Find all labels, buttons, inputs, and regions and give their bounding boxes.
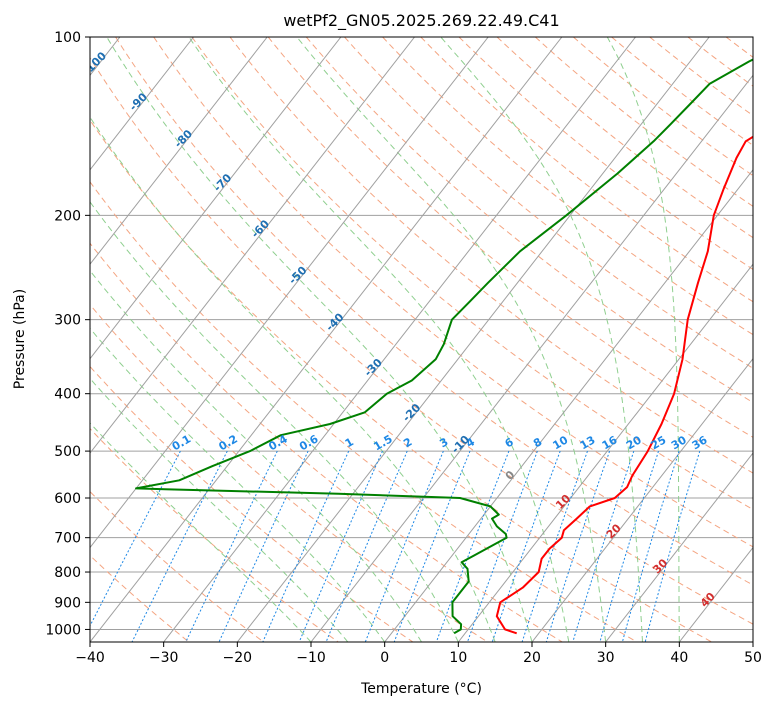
moist-adiabat-line [188,37,570,642]
y-tick-label: 100 [54,30,81,46]
x-tick-label: 20 [523,650,541,666]
plot-frame [89,36,754,643]
x-tick-label: 0 [380,650,389,666]
mixing-ratio-line [325,450,408,642]
isotherm-line [310,74,753,642]
y-tick-label: 700 [54,531,81,547]
gridlines [90,37,753,642]
dry-adiabat-line [90,242,563,642]
mixing-ratio-line [621,450,680,642]
data-series [135,58,753,635]
y-tick-label: 800 [54,565,81,581]
y-tick-label: 900 [54,595,81,611]
x-tick-label: −20 [223,650,253,666]
dry-adiabat-line [90,490,264,642]
x-tick-label: −30 [149,650,179,666]
dry-adiabat-line [305,37,753,404]
dry-adiabat-line [458,37,753,270]
mixing-ratio-line [298,450,383,642]
mixing-ratio-line [545,450,611,642]
isotherm-line [384,168,753,642]
dry-adiabat-line [496,37,753,239]
moist-adiabat-line [106,37,533,642]
dry-adiabat-line [90,365,414,642]
moist-adiabat-line [606,37,680,642]
dry-adiabat-line [611,37,753,146]
dry-adiabat-line [344,37,753,369]
isotherm-line [236,37,710,642]
mixing-ratio-line [185,450,278,642]
isotherm-line [90,37,415,454]
mixing-ratio-line [131,450,228,642]
x-tick-label: −40 [75,650,105,666]
isotherm-line [605,452,753,642]
moist-adiabat-line [440,37,643,642]
isotherm-line [457,263,753,642]
y-tick-label: 600 [54,491,81,507]
x-tick-label: −10 [296,650,326,666]
mixing-ratio-line [364,450,444,642]
moist-adiabat-line [90,116,496,642]
mixing-ratio-line [262,450,350,642]
dry-adiabat-line [267,37,753,438]
x-tick-label: 40 [670,650,688,666]
dry-adiabat-line [90,56,753,625]
moist-adiabat-line [90,269,422,642]
mixing-ratio-line [467,450,538,642]
isotherm-line [163,37,636,642]
x-axis-label: Temperature (°C) [360,681,482,697]
mixing-ratio-line [218,450,309,642]
y-tick-label: 1000 [45,622,81,638]
isotherm-line [531,357,753,642]
y-axis-label: Pressure (hPa) [12,289,28,389]
y-tick-label: 500 [54,444,81,460]
x-tick-label: 50 [744,650,762,666]
y-tick-label: 200 [54,208,81,224]
temperature-profile-line [495,135,753,635]
chart-title: wetPf2_GN05.2025.269.22.49.C41 [283,11,559,31]
y-tick-label: 300 [54,313,81,329]
dry-adiabat-line [90,303,488,642]
isotherm-line [90,37,489,549]
dry-adiabat-line [153,37,753,548]
moist-adiabat-line [90,327,386,642]
mixing-ratio-line [572,450,635,642]
isotherm-line [90,37,342,360]
isotherm-line [90,37,268,266]
moist-adiabat-line [90,422,312,642]
moist-adiabat-line [296,37,607,642]
dry-adiabat-line [229,37,753,474]
mixing-ratio-line [599,450,659,642]
dewpoint-profile-line [135,58,753,635]
x-tick-label: 10 [449,650,467,666]
mixing-ratio-line [491,450,561,642]
dry-adiabat-line [115,37,753,586]
x-tick-label: 30 [597,650,615,666]
isotherm-line [90,37,563,642]
y-tick-label: 400 [54,387,81,403]
axes: −40 −30 −20 −10 0 10 20 30 40 50 100 200 300 400 500 60… [45,30,762,666]
mixing-ratio-line [521,450,588,642]
dry-adiabat-line [382,37,753,336]
mixing-ratio-line [644,450,701,642]
dry-adiabat-line [573,37,753,177]
moist-adiabat-line [90,201,459,642]
isotherm-line [90,37,194,171]
